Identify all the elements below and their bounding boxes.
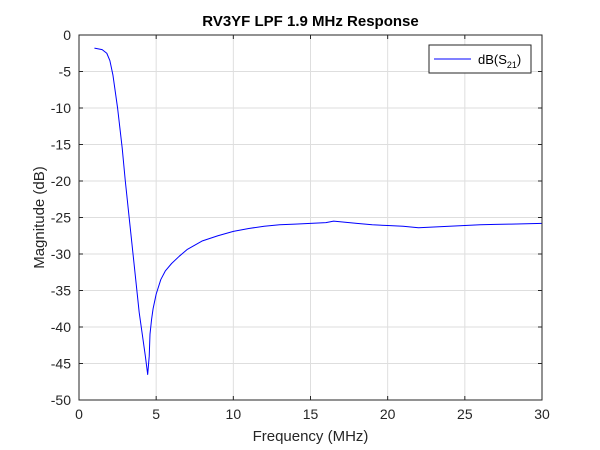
x-tick-label: 0: [75, 406, 83, 422]
x-tick-label: 25: [457, 406, 473, 422]
y-tick-label: -20: [51, 173, 71, 189]
y-tick-label: -10: [51, 100, 71, 116]
y-tick-label: -50: [51, 392, 71, 408]
y-tick-label: -35: [51, 283, 71, 299]
y-tick-label: -5: [59, 64, 72, 80]
x-axis-label: Frequency (MHz): [253, 428, 369, 445]
legend-text-sub: 21: [507, 60, 517, 70]
legend-text-end: ): [517, 52, 521, 67]
y-tick-label: -40: [51, 319, 71, 335]
x-tick-label: 20: [380, 406, 396, 422]
plot-frame: [78, 34, 543, 401]
series-layer: [94, 47, 543, 375]
y-tick-label: -25: [51, 210, 71, 226]
x-tick-label: 15: [303, 406, 319, 422]
y-tick-label: -15: [51, 137, 71, 153]
x-tick-label: 30: [534, 406, 550, 422]
legend-text-main: dB(S: [478, 52, 507, 67]
x-tick-label: 5: [152, 406, 160, 422]
chart-title: RV3YF LPF 1.9 MHz Response: [202, 13, 418, 30]
legend: dB(S21): [428, 44, 532, 74]
legend-entry-label: dB(S21): [478, 52, 521, 70]
y-tick-label: -45: [51, 356, 71, 372]
y-tick-label: 0: [63, 27, 71, 43]
y-tick-label: -30: [51, 246, 71, 262]
x-tick-label: 10: [226, 406, 242, 422]
y-axis-label: Magnitude (dB): [31, 166, 48, 269]
series-line: [94, 47, 543, 375]
